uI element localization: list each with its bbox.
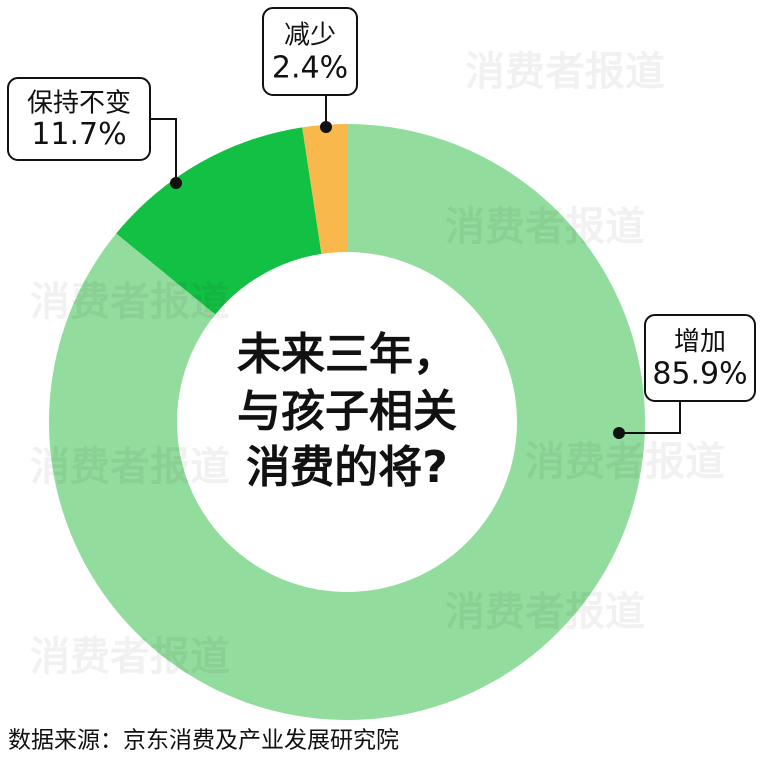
category-label: 减少 bbox=[284, 20, 336, 50]
center-text: 与孩子相关 bbox=[237, 386, 457, 437]
center-text: 消费的将? bbox=[246, 442, 448, 493]
donut bbox=[48, 124, 646, 721]
watermark: 消费者报道 bbox=[445, 588, 645, 635]
center-text: 未来三年， bbox=[237, 329, 457, 380]
value-label: 85.9% bbox=[652, 357, 747, 392]
watermark: 消费者报道 bbox=[445, 203, 645, 250]
leader-line bbox=[619, 401, 681, 434]
watermark: 消费者报道 bbox=[525, 438, 725, 485]
label-box bbox=[644, 314, 756, 402]
label-dot bbox=[170, 177, 182, 189]
watermark: 消费者报道 bbox=[30, 278, 230, 325]
value-label: 11.7% bbox=[31, 117, 126, 152]
slice bbox=[302, 124, 347, 254]
value-label: 2.4% bbox=[272, 50, 348, 85]
watermark: 消费者报道 bbox=[30, 443, 230, 490]
source: 数据来源：京东消费及产业发展研究院 bbox=[8, 728, 399, 754]
label-dot bbox=[320, 121, 332, 133]
label-box bbox=[262, 7, 358, 96]
category-label: 保持不变 bbox=[27, 89, 131, 119]
leader-line bbox=[150, 118, 177, 183]
slice bbox=[116, 127, 322, 315]
category-label: 增加 bbox=[674, 327, 726, 357]
slice bbox=[48, 124, 646, 721]
label-box bbox=[7, 77, 151, 161]
label-dot bbox=[613, 427, 625, 439]
watermark: 消费者报道 bbox=[465, 48, 665, 95]
watermark: 消费者报道 bbox=[30, 633, 230, 680]
